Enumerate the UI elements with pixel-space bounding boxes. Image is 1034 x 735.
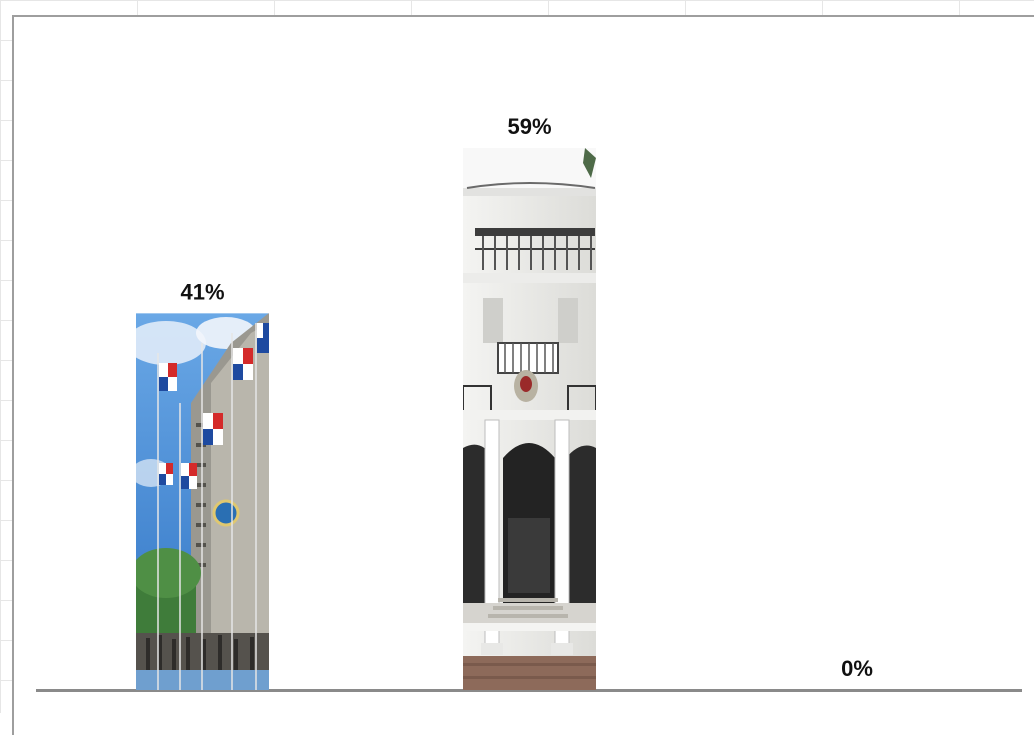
- bar-2[interactable]: [463, 148, 596, 690]
- bar-chart: 41% 59% 0%: [36, 114, 1022, 692]
- bar-1[interactable]: [136, 313, 269, 690]
- data-label-2: 59%: [507, 114, 551, 139]
- data-label-1: 41%: [180, 279, 224, 304]
- data-label-3: 0%: [841, 656, 873, 681]
